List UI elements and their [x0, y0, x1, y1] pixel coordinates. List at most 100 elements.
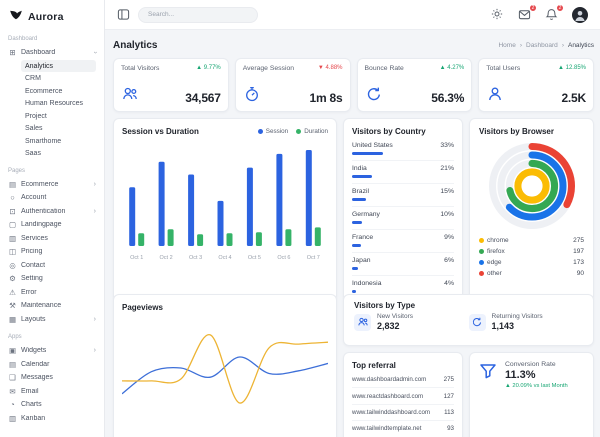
- refresh-icon: [468, 313, 486, 331]
- country-row: Japan 6%: [352, 253, 454, 276]
- sidebar-item-layouts[interactable]: ▦ Layouts ›: [8, 314, 96, 324]
- sidebar-item-email[interactable]: ✉ Email: [9, 386, 39, 396]
- sidebar-item-ecommerce-dash[interactable]: Ecommerce: [25, 87, 63, 95]
- country-bar: [352, 175, 372, 178]
- svg-text:Oct 7: Oct 7: [307, 255, 320, 261]
- svg-text:Oct 5: Oct 5: [248, 255, 261, 261]
- sidebar-item-setting[interactable]: ⚙ Setting: [9, 274, 43, 284]
- country-bar: [352, 152, 384, 155]
- sidebar-item-error[interactable]: ⚠ Error: [9, 287, 37, 297]
- section-label-apps: Apps: [8, 334, 22, 340]
- svg-text:Oct 6: Oct 6: [277, 255, 290, 261]
- sidebar-item-sales[interactable]: Sales: [25, 125, 43, 132]
- user-icon: ○: [10, 193, 15, 203]
- kpi-value: 56.3%: [431, 91, 465, 105]
- returning-visitors-stat: Returning Visitors 1,143: [468, 313, 584, 331]
- sidebar-item-project[interactable]: Project: [25, 112, 47, 120]
- panel-title: Pageviews: [122, 303, 163, 312]
- sidebar-item-crm[interactable]: CRM: [25, 75, 41, 82]
- referral-row[interactable]: www.reactdashboard.com 127: [352, 388, 454, 405]
- kpi-row: Total Visitors ▲ 9.77% 34,567 Average Se…: [113, 58, 594, 112]
- kpi-label: Total Users: [486, 65, 521, 72]
- sidebar-item-smarthome[interactable]: Smarthome: [25, 137, 62, 145]
- calendar-icon: ▤: [8, 359, 17, 369]
- breadcrumb: Home › Dashboard › Analytics: [498, 42, 594, 49]
- user-icon: [486, 85, 504, 105]
- panel-title: Visitors by Browser: [479, 127, 554, 136]
- chart-legend: Session Duration: [257, 128, 328, 135]
- search-input[interactable]: [138, 6, 258, 23]
- layout-icon: ▦: [8, 314, 17, 324]
- sidebar: Aurora Dashboard ⊞ Dashboard › Analytics…: [0, 0, 105, 437]
- sidebar-item-maintenance[interactable]: ⚒ Maintenance: [9, 301, 62, 311]
- warning-icon: ⚠: [9, 287, 16, 297]
- main-content: Analytics Home › Dashboard › Analytics T…: [105, 30, 600, 437]
- sidebar-item-contact[interactable]: ◎ Contact: [9, 260, 46, 270]
- sidebar-item-ecommerce[interactable]: ▤ Ecommerce ›: [8, 179, 96, 189]
- kpi-label: Bounce Rate: [364, 65, 404, 72]
- logo[interactable]: Aurora: [8, 6, 96, 28]
- sidebar-item-dashboard[interactable]: ⊞ Dashboard ›: [9, 48, 99, 58]
- theme-toggle-icon[interactable]: [491, 8, 504, 21]
- panel-visitors-by-type: Visitors by Type New Visitors 2,832: [343, 294, 594, 346]
- users-icon: [354, 313, 371, 331]
- gear-icon: ⚙: [9, 274, 16, 284]
- kpi-label: Total Visitors: [121, 65, 160, 72]
- duration-legend-dot: [296, 129, 302, 134]
- sidebar-item-analytics[interactable]: Analytics: [21, 59, 96, 72]
- user-avatar[interactable]: [572, 6, 588, 23]
- refresh-icon: [365, 85, 383, 105]
- top-header: 2 2: [105, 0, 600, 30]
- stopwatch-icon: [243, 85, 261, 105]
- kpi-delta: ▼ 4.88%: [317, 65, 343, 71]
- sidebar-item-kanban[interactable]: ▥ Kanban: [8, 413, 46, 423]
- sidebar-item-authentication[interactable]: ⊡ Authentication ›: [9, 206, 96, 216]
- sidebar-item-widgets[interactable]: ▣ Widgets ›: [8, 346, 96, 356]
- sidebar-item-messages[interactable]: ❑ Messages: [9, 373, 53, 383]
- kpi-card-total-users: Total Users ▲ 12.85% 2.5K: [478, 58, 594, 112]
- other-legend-dot: [479, 271, 484, 276]
- sidebar-item-calendar[interactable]: ▤ Calendar: [8, 359, 50, 369]
- browser-radial-chart: [488, 142, 575, 230]
- referral-row[interactable]: www.tailwinddashboard.com 113: [352, 405, 454, 422]
- country-bar: [352, 244, 361, 247]
- chevron-right-icon: ›: [93, 207, 96, 215]
- session-duration-bar-chart: Oct 1 Oct 2 Oct 3 Oct 4 Oct 5 Oct 6 Oct 7: [129, 150, 321, 261]
- firefox-legend-dot: [479, 249, 484, 254]
- kpi-value: 34,567: [185, 91, 221, 105]
- sidebar-item-landingpage[interactable]: ▢ Landingpage: [8, 220, 62, 230]
- notifications-bell-icon[interactable]: 2: [545, 4, 564, 21]
- kpi-card-average-session: Average Session ▼ 4.88% 1m 8s: [234, 58, 351, 112]
- breadcrumb-home[interactable]: Home: [498, 42, 516, 49]
- kpi-value: 2.5K: [561, 91, 586, 105]
- sidebar-item-human-resources[interactable]: Human Resources: [25, 100, 83, 107]
- funnel-icon: [478, 361, 498, 389]
- edge-legend-dot: [479, 260, 484, 265]
- referral-row[interactable]: www.dashboardadmin.com 275: [352, 372, 454, 389]
- browser-legend-row: firefox 197: [479, 246, 584, 257]
- lock-icon: ⊡: [9, 206, 16, 216]
- sidebar-item-services[interactable]: ▥ Services: [8, 233, 48, 243]
- country-row: United States 33%: [352, 138, 454, 161]
- sidebar-item-pricing[interactable]: ◫ Pricing: [8, 247, 43, 257]
- referral-row[interactable]: www.tailwindtemplate.net 93: [352, 421, 454, 437]
- sidebar-item-saas[interactable]: Saas: [25, 150, 41, 157]
- breadcrumb-dashboard[interactable]: Dashboard: [526, 42, 558, 49]
- panel-visitors-by-country: Visitors by Country United States 33% Ind…: [343, 118, 463, 301]
- country-bar: [352, 290, 356, 293]
- kpi-card-total-visitors: Total Visitors ▲ 9.77% 34,567: [113, 58, 229, 112]
- messages-icon[interactable]: 2: [518, 4, 537, 21]
- sidebar-item-charts[interactable]: ◔ Charts: [8, 398, 96, 412]
- cart-icon: ▤: [8, 179, 17, 189]
- country-bar: [352, 198, 367, 201]
- aurora-bird-icon: [10, 10, 22, 20]
- contact-icon: ◎: [9, 260, 16, 270]
- svg-text:Oct 3: Oct 3: [189, 255, 202, 261]
- services-icon: ▥: [8, 233, 17, 243]
- panel-top-referral: Top referral www.dashboardadmin.com 275 …: [343, 352, 463, 437]
- country-bar: [352, 267, 358, 270]
- browser-legend-row: edge 173: [479, 257, 584, 268]
- new-visitors-stat: New Visitors 2,832: [354, 313, 469, 331]
- sidebar-item-account[interactable]: ○ Account: [8, 191, 96, 205]
- sidebar-toggle-icon[interactable]: [117, 8, 130, 21]
